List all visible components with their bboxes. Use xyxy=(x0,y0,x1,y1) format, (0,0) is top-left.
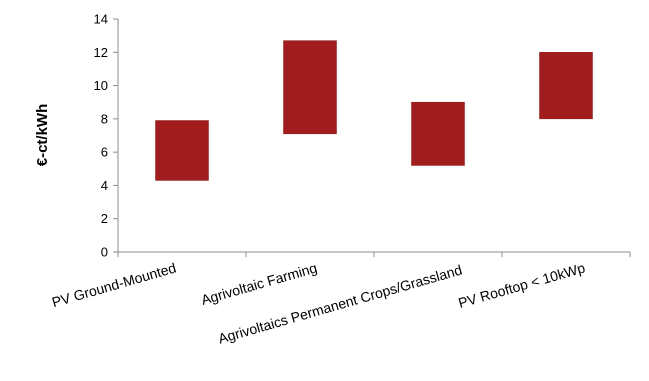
y-tick-label: 14 xyxy=(94,12,108,27)
y-tick-label: 6 xyxy=(101,145,108,160)
axes-layer: 0 2 4 6 8 10 12 14 xyxy=(94,12,631,260)
range-bar xyxy=(283,40,337,135)
category-label: PV Ground-Mounted xyxy=(50,260,178,311)
y-tick-label: 10 xyxy=(94,78,108,93)
y-tick-label: 0 xyxy=(101,245,108,260)
y-tick-label: 8 xyxy=(101,111,108,126)
y-tick-label: 2 xyxy=(101,211,108,226)
range-bar xyxy=(155,120,209,181)
y-tick-label: 4 xyxy=(101,178,108,193)
range-bar xyxy=(411,101,465,166)
y-axis-title: €-ct/kWh xyxy=(34,104,51,167)
y-tick-label: 12 xyxy=(94,45,108,60)
category-label: PV Rooftop < 10kWp xyxy=(456,259,587,311)
range-bar xyxy=(539,52,593,120)
category-label: Agrivoltaics Permanent Crops/Grassland xyxy=(216,262,464,347)
labels-layer: PV Ground-Mounted Agrivoltaic FarmingAgri… xyxy=(50,259,587,346)
bars-layer xyxy=(155,40,593,181)
category-label: Agrivoltaic Farming xyxy=(199,260,319,308)
